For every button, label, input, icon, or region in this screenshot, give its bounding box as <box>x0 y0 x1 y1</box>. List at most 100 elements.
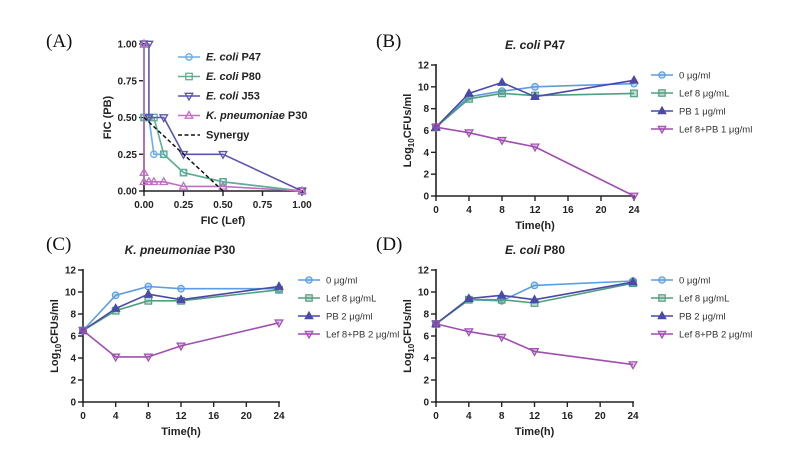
data-point <box>496 289 507 299</box>
series-line-control <box>435 82 635 128</box>
legend-item-combo: Lef 8+PB 2 μg/ml <box>651 330 752 341</box>
y-tick-label: 0 <box>70 398 76 409</box>
data-point <box>529 294 540 304</box>
legend-label: PB 1 μg/ml <box>679 107 726 118</box>
data-point <box>139 167 149 176</box>
data-point <box>139 38 149 48</box>
y-axis-label: Log10CFUs/ml <box>402 94 416 168</box>
y-tick-label: 12 <box>65 266 77 277</box>
legend-label: E. coli P47 <box>206 52 261 64</box>
y-tick-label: 6 <box>423 332 429 343</box>
legend-label: PB 2 μg/ml <box>326 312 373 323</box>
series-line-synergy <box>143 116 224 192</box>
x-tick-label: 0 <box>433 411 439 422</box>
x-tick-label: 8 <box>499 411 505 422</box>
data-point <box>78 327 88 336</box>
legend-label: Synergy <box>206 130 250 142</box>
y-axis-label: FIC (PB) <box>102 95 114 139</box>
legend-item-lef: Lef 8 μg/mL <box>651 89 729 100</box>
data-point <box>530 281 539 290</box>
y-tick-label: 4 <box>423 148 429 159</box>
data-point <box>463 328 474 337</box>
series-kpn <box>139 38 307 195</box>
legend-label: Lef 8 μg/mL <box>679 294 729 305</box>
series-line-combo <box>82 322 280 358</box>
y-axis-label: Log10CFUs/ml <box>402 299 416 373</box>
data-point <box>530 143 540 153</box>
legend-marker <box>304 330 314 340</box>
data-point <box>497 136 507 146</box>
data-point <box>219 177 227 186</box>
data-point <box>218 181 228 190</box>
y-tick-label: 2 <box>423 376 429 387</box>
data-point <box>628 361 638 370</box>
legend-marker <box>185 53 193 61</box>
chart-title: E. coli P47 <box>505 38 565 52</box>
panel-label-c: (C) <box>46 234 71 255</box>
legend-label: E. coli J53 <box>206 91 260 103</box>
data-point <box>150 150 158 159</box>
data-point <box>176 342 186 352</box>
legend-item-control: 0 μg/ml <box>298 276 357 287</box>
series-line-combo <box>435 323 634 366</box>
data-point <box>144 296 153 305</box>
legend-item-p47: E. coli P47 <box>178 52 261 64</box>
legend-item-lef: Lef 8 μg/mL <box>298 294 376 305</box>
legend-label: PB 2 μg/ml <box>679 312 726 323</box>
y-tick-label: 2 <box>423 170 429 181</box>
y-tick-label: 0.50 <box>118 113 138 124</box>
x-tick-label: 12 <box>529 411 541 422</box>
y-tick-label: 0 <box>423 398 429 409</box>
y-tick-label: 0.00 <box>118 187 138 198</box>
data-point <box>431 123 441 133</box>
legend-item-j53: E. coli J53 <box>178 91 260 103</box>
legend-marker <box>184 110 194 119</box>
data-point <box>496 333 507 343</box>
data-point <box>464 88 474 97</box>
data-point <box>143 353 154 363</box>
series-line-lef <box>435 92 635 128</box>
series-lef <box>79 285 283 335</box>
series-combo <box>78 319 284 363</box>
legend-item-combo: Lef 8+PB 2 μg/ml <box>298 330 399 341</box>
x-tick-label: 4 <box>466 411 472 422</box>
legend-marker <box>657 125 667 135</box>
data-point <box>110 303 121 312</box>
legend-item-kpn: K. pneumoniae P30 <box>178 110 307 122</box>
x-tick-label: 0 <box>80 411 86 422</box>
data-point <box>218 150 228 160</box>
series-pb <box>78 281 284 334</box>
legend-item-pb: PB 2 μg/ml <box>651 310 726 323</box>
chart-a: 0.00 0.25 0.50 0.75 1.00 0.00 0.25 0.50 0.75 1.00… <box>102 38 312 227</box>
legend-marker <box>658 276 666 284</box>
series-pb <box>431 276 638 328</box>
x-tick-label: 20 <box>241 411 253 422</box>
legend-label: E. coli P80 <box>206 71 261 83</box>
panel-label-a: (A) <box>46 31 72 52</box>
x-tick-label: 16 <box>562 411 574 422</box>
data-point <box>143 114 154 123</box>
data-point <box>158 176 169 186</box>
series-control <box>432 79 638 132</box>
data-point <box>110 353 121 363</box>
data-point <box>143 176 154 186</box>
legend-label: Lef 8+PB 1 μg/ml <box>679 125 752 136</box>
y-tick-label: 6 <box>423 126 429 137</box>
data-point <box>464 129 474 139</box>
x-tick-label: 20 <box>595 205 607 216</box>
data-point <box>158 114 169 123</box>
legend-marker <box>305 294 313 302</box>
x-axis-label: FIC (Lef) <box>201 215 246 227</box>
x-tick-label: 16 <box>208 411 220 422</box>
y-tick-label: 8 <box>423 310 429 321</box>
y-tick-label: 8 <box>70 310 76 321</box>
x-tick-label: 1.00 <box>292 200 312 211</box>
data-point <box>529 348 540 357</box>
x-tick-label: 0.25 <box>174 200 194 211</box>
x-tick-label: 24 <box>628 205 640 216</box>
x-axis-label: Time(h) <box>161 426 201 438</box>
x-tick-label: 0.50 <box>213 200 233 211</box>
